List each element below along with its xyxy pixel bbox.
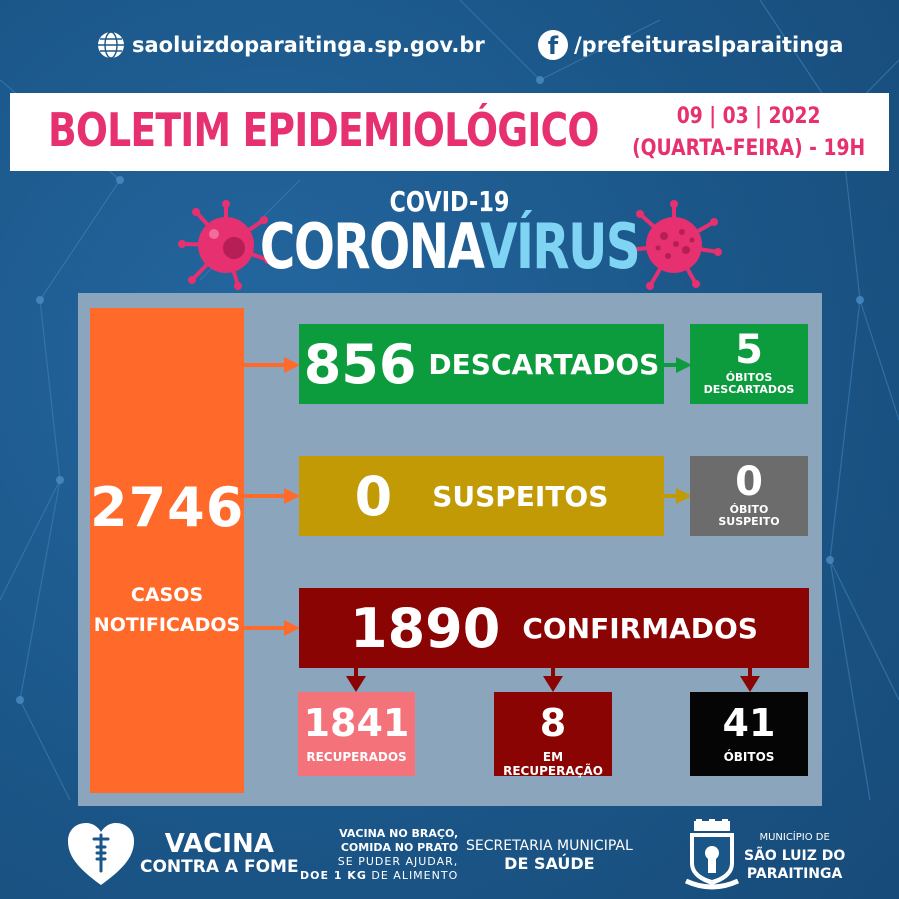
municipality-name: MUNICÍPIO DE SÃO LUIZ DO PARAITINGA	[744, 829, 845, 883]
sec-line1: SECRETARIA MUNICIPAL	[466, 838, 633, 854]
notified-cases-box: 2746 CASOS NOTIFICADOS	[90, 308, 244, 793]
website-link[interactable]: saoluizdoparaitinga.sp.gov.br	[96, 30, 485, 60]
braco-line1: VACINA NO BRAÇO,	[339, 827, 459, 840]
muni-line1: MUNICÍPIO DE	[759, 832, 830, 843]
suspected-deaths-label-line1: ÓBITO	[729, 503, 769, 516]
braco-line3: SE PUDER AJUDAR,	[337, 855, 459, 868]
weekday-time-text: (QUARTA-FEIRA) - 19H	[631, 136, 865, 161]
notified-label: CASOS NOTIFICADOS	[90, 580, 244, 640]
arrow-right-icon	[664, 357, 692, 373]
notified-label-line1: CASOS	[130, 584, 204, 606]
heart-syringe-icon	[68, 823, 134, 885]
arrow-right-icon	[664, 488, 692, 504]
arrow-down-icon	[346, 668, 366, 692]
suspected-value: 0	[354, 464, 393, 528]
suspected-label: SUSPEITOS	[432, 479, 609, 513]
arrow-down-icon	[740, 668, 760, 692]
facebook-icon: f	[538, 30, 568, 60]
confirmed-value: 1890	[350, 596, 501, 660]
municipal-crest-icon	[684, 819, 740, 890]
bulletin-date: 09 | 03 | 2022 (QUARTA-FEIRA) - 19H	[632, 101, 865, 165]
date-text: 09 | 03 | 2022	[676, 104, 821, 129]
deaths-label: ÓBITOS	[723, 750, 775, 764]
discarded-value: 856	[303, 332, 417, 396]
globe-icon	[98, 31, 124, 59]
arrow-right-icon	[244, 488, 300, 504]
contact-bar: saoluizdoparaitinga.sp.gov.br f /prefeit…	[0, 20, 899, 70]
sec-line2: DE SAÚDE	[504, 854, 595, 873]
donation-note: VACINA NO BRAÇO, COMIDA NO PRATO SE PUDE…	[300, 827, 458, 883]
discarded-deaths-box: 5 ÓBITOS DESCARTADOS	[690, 324, 808, 404]
facebook-link[interactable]: f /prefeituraslparaitinga	[538, 30, 843, 60]
arrow-right-icon	[244, 357, 300, 373]
title-banner: BOLETIM EPIDEMIOLÓGICO 09 | 03 | 2022 (Q…	[10, 93, 889, 171]
coronavirus-title: CORONAVÍRUS	[99, 210, 800, 283]
virus-icon-right	[626, 200, 722, 290]
braco-line4-bold: DOE 1 KG	[300, 869, 367, 882]
muni-line3: PARAITINGA	[746, 866, 843, 882]
discarded-box: 856 DESCARTADOS	[299, 324, 664, 404]
discarded-deaths-label-line2: DESCARTADOS	[703, 383, 795, 396]
discarded-deaths-label-line1: ÓBITOS	[725, 371, 773, 384]
discarded-deaths-value: 5	[735, 327, 763, 373]
contra-fome-text: CONTRA A FOME	[140, 857, 299, 877]
confirmed-label: CONFIRMADOS	[522, 611, 758, 645]
health-secretariat: SECRETARIA MUNICIPAL DE SAÚDE	[466, 837, 633, 873]
vacina-text: VACINA	[164, 829, 274, 859]
footer: VACINA CONTRA A FOME VACINA NO BRAÇO, CO…	[0, 815, 899, 899]
bulletin-title: BOLETIM EPIDEMIOLÓGICO	[48, 103, 600, 157]
suspected-deaths-label-line2: SUSPEITO	[718, 515, 780, 528]
stats-panel: 2746 CASOS NOTIFICADOS	[78, 293, 822, 806]
braco-line2: COMIDA NO PRATO	[340, 841, 459, 854]
discarded-label: DESCARTADOS	[428, 347, 660, 381]
suspected-deaths-box: 0 ÓBITO SUSPEITO	[690, 456, 808, 536]
covid-label: COVID-19	[389, 185, 510, 218]
braco-line4-rest: DE ALIMENTO	[366, 869, 459, 882]
suspected-deaths-value: 0	[735, 459, 763, 505]
recovering-value: 8	[539, 701, 567, 745]
suspected-box: 0 SUSPEITOS	[299, 456, 664, 536]
recovered-label: RECUPERADOS	[306, 750, 407, 764]
arrow-right-icon	[244, 620, 300, 636]
muni-line2: SÃO LUIZ DO	[744, 848, 846, 864]
recovered-box: 1841 RECUPERADOS	[298, 692, 415, 776]
notified-value: 2746	[90, 476, 245, 539]
virus-text: VÍRUS	[480, 210, 641, 283]
recovering-box: 8 EM RECUPERAÇÃO	[494, 692, 612, 778]
corona-text: CORONA	[259, 210, 482, 283]
arrow-down-icon	[543, 668, 563, 692]
notified-label-line2: NOTIFICADOS	[93, 614, 241, 636]
facebook-text: /prefeituraslparaitinga	[574, 33, 844, 57]
vacina-contra-fome: VACINA CONTRA A FOME	[140, 831, 299, 877]
recovering-label: EM RECUPERAÇÃO	[503, 750, 603, 778]
recovered-value: 1841	[303, 701, 410, 745]
virus-icon-left	[178, 200, 272, 290]
deaths-box: 41 ÓBITOS	[690, 692, 808, 776]
deaths-value: 41	[722, 701, 776, 745]
website-text: saoluizdoparaitinga.sp.gov.br	[132, 33, 485, 57]
confirmed-box: 1890 CONFIRMADOS	[299, 588, 809, 668]
